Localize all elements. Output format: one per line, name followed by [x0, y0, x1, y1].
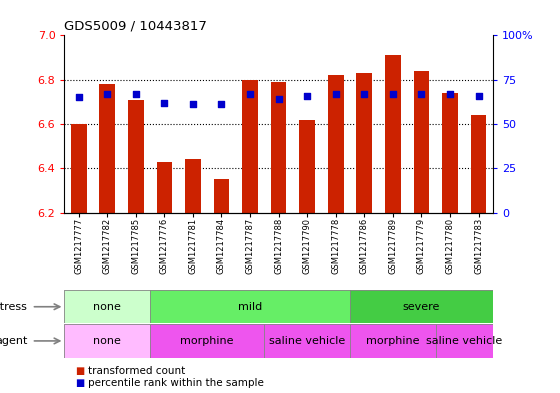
Bar	[350, 290, 493, 323]
Bar	[270, 82, 287, 213]
Bar	[356, 73, 372, 213]
Bar	[185, 160, 201, 213]
Text: saline vehicle: saline vehicle	[426, 336, 502, 346]
Bar	[470, 115, 487, 213]
Bar	[156, 162, 172, 213]
Point	[103, 91, 112, 97]
Point	[302, 92, 311, 99]
Point	[388, 91, 397, 97]
Bar	[264, 324, 350, 358]
Text: none: none	[94, 336, 121, 346]
Bar	[328, 75, 344, 213]
Text: severe: severe	[403, 302, 440, 312]
Bar	[385, 55, 401, 213]
Bar	[213, 179, 230, 213]
Point	[274, 96, 283, 102]
Text: none: none	[94, 302, 121, 312]
Point	[217, 101, 226, 108]
Point	[245, 91, 254, 97]
Text: ■: ■	[76, 366, 85, 376]
Bar	[436, 324, 493, 358]
Point	[160, 99, 169, 106]
Bar	[350, 324, 436, 358]
Bar	[299, 119, 315, 213]
Text: agent: agent	[0, 336, 27, 346]
Bar	[442, 93, 458, 213]
Point	[360, 91, 368, 97]
Bar	[99, 84, 115, 213]
Point	[74, 94, 83, 101]
Bar	[64, 290, 150, 323]
Text: ■: ■	[76, 378, 85, 388]
Text: percentile rank within the sample: percentile rank within the sample	[88, 378, 264, 388]
Text: mild: mild	[238, 302, 262, 312]
Bar	[128, 99, 144, 213]
Text: saline vehicle: saline vehicle	[269, 336, 346, 346]
Bar	[71, 124, 87, 213]
Point	[446, 91, 455, 97]
Point	[188, 101, 198, 108]
Text: morphine: morphine	[366, 336, 419, 346]
Point	[474, 92, 483, 99]
Bar	[150, 290, 350, 323]
Text: GDS5009 / 10443817: GDS5009 / 10443817	[64, 20, 207, 33]
Bar	[413, 71, 430, 213]
Text: stress: stress	[0, 302, 27, 312]
Point	[331, 91, 340, 97]
Text: morphine: morphine	[180, 336, 234, 346]
Bar	[242, 80, 258, 213]
Point	[131, 91, 140, 97]
Bar	[150, 324, 264, 358]
Point	[417, 91, 426, 97]
Bar	[64, 324, 150, 358]
Text: transformed count: transformed count	[88, 366, 185, 376]
